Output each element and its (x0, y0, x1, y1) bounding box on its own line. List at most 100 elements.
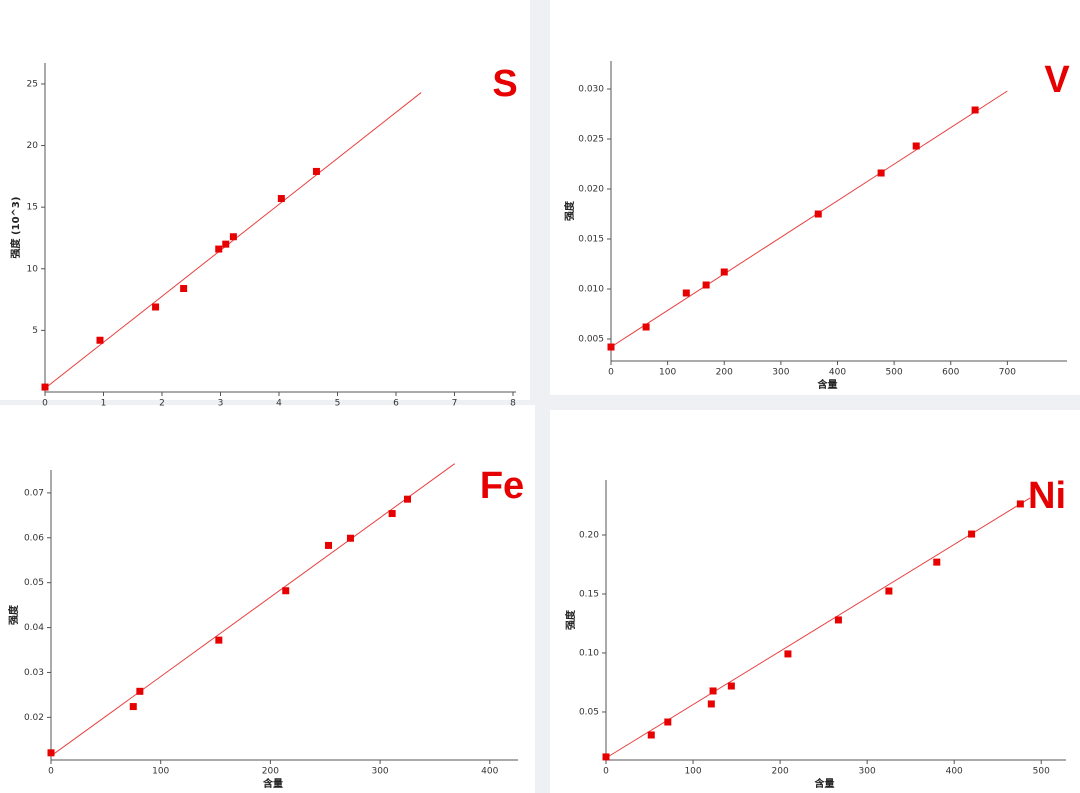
chart-title: S (492, 63, 517, 105)
point (152, 303, 160, 311)
x-axis-label: 含量 (263, 777, 283, 790)
fit-line (610, 90, 1008, 348)
point (96, 336, 104, 344)
point (388, 510, 396, 518)
x-tick-label: 1 (101, 399, 107, 409)
point (229, 233, 237, 241)
point (912, 142, 920, 150)
point (312, 167, 320, 175)
x-tick-label: 200 (262, 767, 279, 777)
x-tick-label: 400 (829, 368, 846, 378)
point (346, 534, 354, 542)
panel (0, 0, 530, 400)
x-tick-label: 100 (659, 368, 676, 378)
x-tick-label: 3 (218, 399, 224, 409)
fit-line (44, 92, 422, 389)
y-tick-label: 0.07 (24, 488, 44, 498)
chart-title: Fe (480, 465, 524, 507)
point (47, 749, 55, 757)
panel (550, 0, 1080, 395)
fit-line (50, 463, 455, 757)
x-tick-label: 500 (886, 368, 903, 378)
x-tick-label: 0 (42, 399, 48, 409)
y-tick-label: 0.030 (578, 85, 604, 95)
y-tick-label: 0.20 (579, 530, 599, 540)
point (933, 558, 941, 566)
point (222, 240, 230, 248)
x-tick-label: 6 (393, 399, 399, 409)
x-tick-label: 200 (772, 767, 789, 777)
y-tick-label: 0.015 (578, 235, 604, 245)
point (720, 268, 728, 276)
y-tick-label: 0.010 (578, 285, 604, 295)
point (968, 530, 976, 538)
point (707, 700, 715, 708)
y-tick-label: 0.10 (579, 648, 599, 658)
y-axis-label: 强度 (7, 604, 20, 625)
y-tick-label: 0.05 (579, 707, 599, 717)
y-tick-label: 5 (32, 326, 38, 336)
y-tick-label: 25 (27, 79, 38, 89)
y-tick-label: 0.02 (24, 713, 44, 723)
x-tick-label: 8 (510, 399, 516, 409)
point (180, 284, 188, 292)
x-tick-label: 4 (276, 399, 282, 409)
x-tick-label: 7 (452, 399, 458, 409)
x-tick-label: 5 (335, 399, 341, 409)
y-tick-label: 0.04 (24, 623, 44, 633)
y-tick-label: 0.03 (24, 668, 44, 678)
x-tick-label: 600 (942, 368, 959, 378)
point (41, 383, 49, 391)
y-tick-label: 0.025 (578, 135, 604, 145)
point (664, 718, 672, 726)
y-tick-label: 0.15 (579, 589, 599, 599)
point (1016, 500, 1024, 508)
x-tick-label: 500 (1033, 767, 1050, 777)
point (282, 587, 290, 595)
y-tick-label: 15 (27, 203, 38, 213)
point (642, 323, 650, 331)
point (709, 687, 717, 695)
y-tick-label: 10 (27, 264, 39, 274)
x-tick-label: 0 (48, 767, 54, 777)
point (682, 289, 690, 297)
fit-line (605, 497, 1031, 759)
chart-title: V (1044, 59, 1070, 101)
x-tick-label: 100 (152, 767, 169, 777)
x-tick-label: 300 (371, 767, 388, 777)
y-tick-label: 0.005 (578, 335, 604, 345)
x-tick-label: 2 (159, 399, 165, 409)
point (607, 343, 615, 351)
point (727, 682, 735, 690)
point (834, 616, 842, 624)
point (885, 587, 893, 595)
point (215, 245, 223, 253)
x-tick-label: 0 (608, 368, 614, 378)
point (277, 195, 285, 203)
point (215, 636, 223, 644)
point (877, 169, 885, 177)
x-tick-label: 700 (999, 368, 1016, 378)
y-tick-label: 20 (27, 141, 39, 151)
chart-title: Ni (1028, 475, 1066, 517)
point (971, 106, 979, 114)
x-tick-label: 0 (603, 767, 609, 777)
point (136, 687, 144, 695)
x-tick-label: 100 (684, 767, 701, 777)
x-axis-label: 含量 (818, 378, 838, 391)
point (404, 495, 412, 503)
point (784, 650, 792, 658)
x-axis-label: 含量 (815, 777, 835, 790)
y-tick-label: 0.06 (24, 533, 44, 543)
y-tick-label: 0.020 (578, 185, 604, 195)
y-axis-label: 强度 (564, 609, 577, 630)
panel (550, 410, 1080, 793)
y-axis-label: 强度 (563, 200, 576, 221)
x-tick-label: 200 (716, 368, 733, 378)
y-tick-label: 0.05 (24, 578, 44, 588)
x-tick-label: 300 (859, 767, 876, 777)
point (602, 753, 610, 761)
x-tick-label: 400 (946, 767, 963, 777)
point (325, 541, 333, 549)
